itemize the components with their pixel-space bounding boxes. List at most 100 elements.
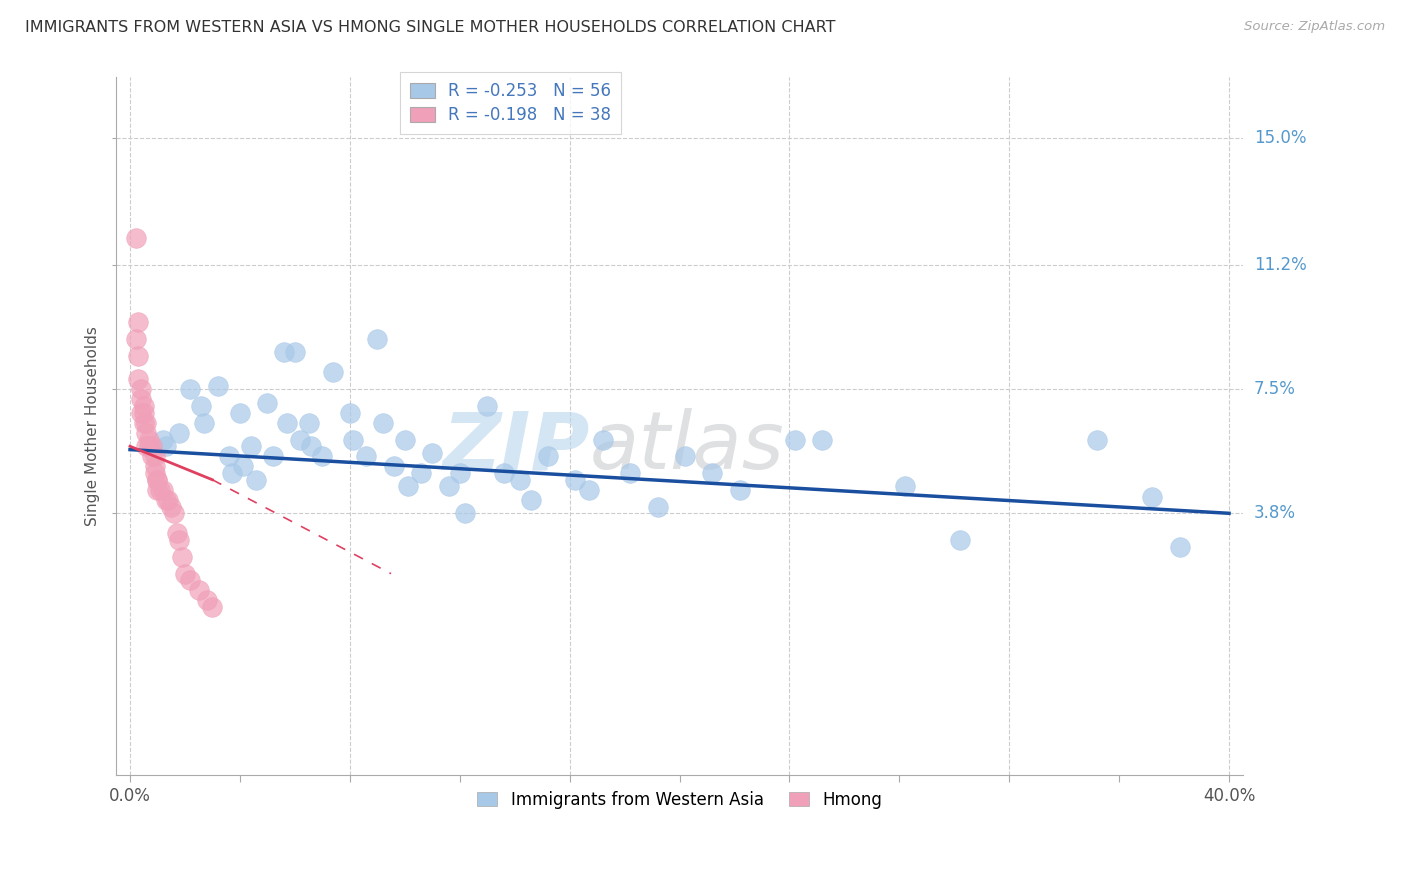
Point — [382, 459, 405, 474]
Point — [437, 479, 460, 493]
Point — [163, 506, 186, 520]
Point — [141, 439, 163, 453]
Point — [647, 500, 669, 514]
Point — [146, 473, 169, 487]
Point — [201, 600, 224, 615]
Y-axis label: Single Mother Households: Single Mother Households — [86, 326, 100, 526]
Point — [1168, 540, 1191, 554]
Point — [132, 416, 155, 430]
Point — [262, 450, 284, 464]
Point — [129, 382, 152, 396]
Point — [195, 593, 218, 607]
Point — [143, 466, 166, 480]
Point — [592, 433, 614, 447]
Point — [149, 483, 172, 497]
Point — [342, 433, 364, 447]
Point — [420, 446, 443, 460]
Point — [160, 500, 183, 514]
Point — [949, 533, 972, 548]
Point — [146, 473, 169, 487]
Text: IMMIGRANTS FROM WESTERN ASIA VS HMONG SINGLE MOTHER HOUSEHOLDS CORRELATION CHART: IMMIGRANTS FROM WESTERN ASIA VS HMONG SI… — [25, 20, 835, 35]
Text: atlas: atlas — [589, 408, 785, 486]
Point — [229, 406, 252, 420]
Point — [124, 231, 146, 245]
Point — [157, 492, 180, 507]
Point — [179, 382, 201, 396]
Point — [127, 372, 149, 386]
Point — [172, 549, 194, 564]
Point — [702, 466, 724, 480]
Point — [339, 406, 361, 420]
Point — [152, 483, 174, 497]
Point — [619, 466, 641, 480]
Point — [673, 450, 696, 464]
Point — [141, 450, 163, 464]
Point — [135, 439, 157, 453]
Point — [783, 433, 806, 447]
Point — [256, 395, 278, 409]
Text: 15.0%: 15.0% — [1254, 128, 1306, 147]
Point — [578, 483, 600, 497]
Point — [299, 439, 322, 453]
Point — [509, 473, 531, 487]
Legend: Immigrants from Western Asia, Hmong: Immigrants from Western Asia, Hmong — [471, 784, 889, 815]
Text: 3.8%: 3.8% — [1254, 504, 1296, 523]
Point — [728, 483, 751, 497]
Point — [356, 450, 378, 464]
Text: Source: ZipAtlas.com: Source: ZipAtlas.com — [1244, 20, 1385, 33]
Point — [166, 526, 188, 541]
Point — [311, 450, 333, 464]
Point — [127, 315, 149, 329]
Point — [152, 433, 174, 447]
Point — [232, 459, 254, 474]
Point — [477, 399, 499, 413]
Point — [297, 416, 319, 430]
Text: 11.2%: 11.2% — [1254, 256, 1306, 274]
Point — [124, 332, 146, 346]
Point — [1085, 433, 1108, 447]
Point — [322, 366, 344, 380]
Point — [221, 466, 243, 480]
Point — [135, 416, 157, 430]
Point — [492, 466, 515, 480]
Point — [564, 473, 586, 487]
Point — [193, 416, 215, 430]
Point — [143, 450, 166, 464]
Point — [174, 566, 197, 581]
Point — [187, 583, 209, 598]
Point — [894, 479, 917, 493]
Point — [190, 399, 212, 413]
Point — [138, 439, 160, 453]
Point — [520, 492, 543, 507]
Point — [132, 399, 155, 413]
Point — [155, 439, 177, 453]
Point — [276, 416, 298, 430]
Point — [218, 450, 240, 464]
Point — [169, 425, 191, 440]
Point — [129, 406, 152, 420]
Text: 7.5%: 7.5% — [1254, 380, 1296, 398]
Point — [537, 450, 560, 464]
Point — [273, 345, 295, 359]
Point — [396, 479, 419, 493]
Point — [138, 433, 160, 447]
Point — [371, 416, 394, 430]
Point — [127, 349, 149, 363]
Point — [155, 492, 177, 507]
Point — [129, 392, 152, 407]
Point — [179, 574, 201, 588]
Point — [394, 433, 416, 447]
Point — [290, 433, 312, 447]
Point — [411, 466, 433, 480]
Point — [366, 332, 388, 346]
Text: ZIP: ZIP — [441, 408, 589, 486]
Point — [284, 345, 307, 359]
Point — [169, 533, 191, 548]
Point — [245, 473, 267, 487]
Point — [146, 483, 169, 497]
Point — [207, 379, 229, 393]
Point — [132, 406, 155, 420]
Point — [454, 506, 477, 520]
Point — [1140, 490, 1163, 504]
Point — [143, 459, 166, 474]
